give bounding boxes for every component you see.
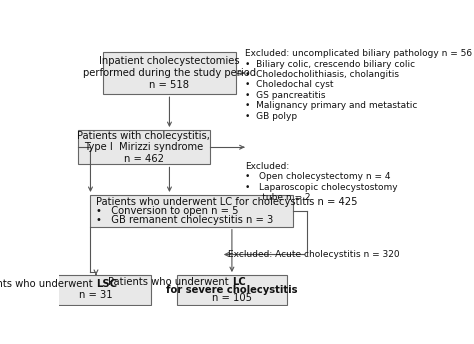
Text: Inpatient cholecystectomies
performed during the study period
n = 518: Inpatient cholecystectomies performed du… — [83, 56, 256, 90]
Text: Excluded: Acute cholecystitis n = 320: Excluded: Acute cholecystitis n = 320 — [228, 250, 400, 259]
Text: Patients who underwent LC for cholecystitis n = 425: Patients who underwent LC for cholecysti… — [96, 197, 357, 207]
FancyBboxPatch shape — [103, 52, 236, 94]
Text: LSC: LSC — [96, 279, 117, 289]
Text: Patients with cholecystitis,
Type I  Mirizzi syndrome
n = 462: Patients with cholecystitis, Type I Miri… — [77, 131, 210, 164]
Text: Patients who underwent: Patients who underwent — [0, 279, 96, 289]
Text: Excluded: uncomplicated biliary pathology n = 56
•  Biliary colic, crescendo bil: Excluded: uncomplicated biliary patholog… — [245, 49, 472, 121]
Text: n = 31: n = 31 — [79, 290, 113, 300]
Text: Patients who underwent: Patients who underwent — [108, 277, 232, 287]
FancyBboxPatch shape — [177, 275, 287, 305]
FancyBboxPatch shape — [78, 130, 210, 164]
FancyBboxPatch shape — [41, 275, 151, 305]
Text: Excluded:
•   Open cholecystectomy n = 4
•   Laparoscopic cholecystostomy
      : Excluded: • Open cholecystectomy n = 4 •… — [245, 162, 397, 202]
Text: for severe cholecystitis: for severe cholecystitis — [166, 285, 298, 295]
Text: LC: LC — [232, 277, 246, 287]
FancyBboxPatch shape — [91, 195, 292, 227]
Text: •   GB remanent cholecystitis n = 3: • GB remanent cholecystitis n = 3 — [96, 215, 273, 225]
Text: •   Conversion to open n = 5: • Conversion to open n = 5 — [96, 206, 238, 216]
Text: n = 105: n = 105 — [212, 293, 252, 303]
